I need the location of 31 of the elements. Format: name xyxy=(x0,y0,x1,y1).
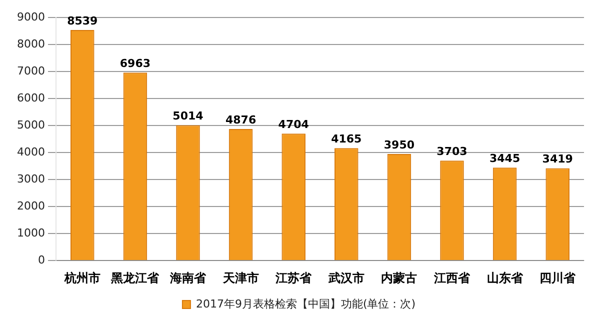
x-tick-label: 江苏省 xyxy=(274,270,313,285)
y-tick-label: 3000 xyxy=(16,172,45,186)
x-tick-label: 内蒙古 xyxy=(381,270,418,285)
y-tick-label: 0 xyxy=(38,253,45,266)
data-label: 6963 xyxy=(120,56,151,70)
y-tick-label: 1000 xyxy=(16,226,45,240)
data-label: 4165 xyxy=(331,132,362,146)
y-tick-label: 8000 xyxy=(16,37,45,50)
x-tick-label: 杭州市 xyxy=(63,270,100,285)
data-label: 5014 xyxy=(172,110,204,123)
x-tick-label: 四川省 xyxy=(540,270,577,285)
data-label: 8539 xyxy=(67,14,98,28)
data-label: 3445 xyxy=(489,152,520,165)
y-tick-label: 7000 xyxy=(16,64,45,78)
x-tick-label: 山东省 xyxy=(486,270,524,285)
data-label: 3950 xyxy=(384,138,415,152)
x-tick-label: 海南省 xyxy=(168,270,207,285)
y-tick-label: 2000 xyxy=(16,199,45,212)
x-tick-label: 江西省 xyxy=(433,270,471,285)
data-label: 4704 xyxy=(278,118,310,131)
x-tick-label: 天津市 xyxy=(222,270,259,285)
y-tick-label: 6000 xyxy=(16,91,45,104)
y-tick-label: 9000 xyxy=(16,10,45,24)
y-tick-label: 4000 xyxy=(16,145,45,158)
data-label: 3703 xyxy=(436,144,468,158)
legend-label: 2017年9月表格检索【中国】功能(单位：次) xyxy=(196,297,416,310)
x-tick-label: 武汉市 xyxy=(327,270,364,285)
data-label: 3419 xyxy=(542,152,573,166)
data-label: 4876 xyxy=(225,113,256,126)
x-tick-label: 黑龙江省 xyxy=(110,270,160,285)
y-tick-label: 5000 xyxy=(16,118,45,132)
